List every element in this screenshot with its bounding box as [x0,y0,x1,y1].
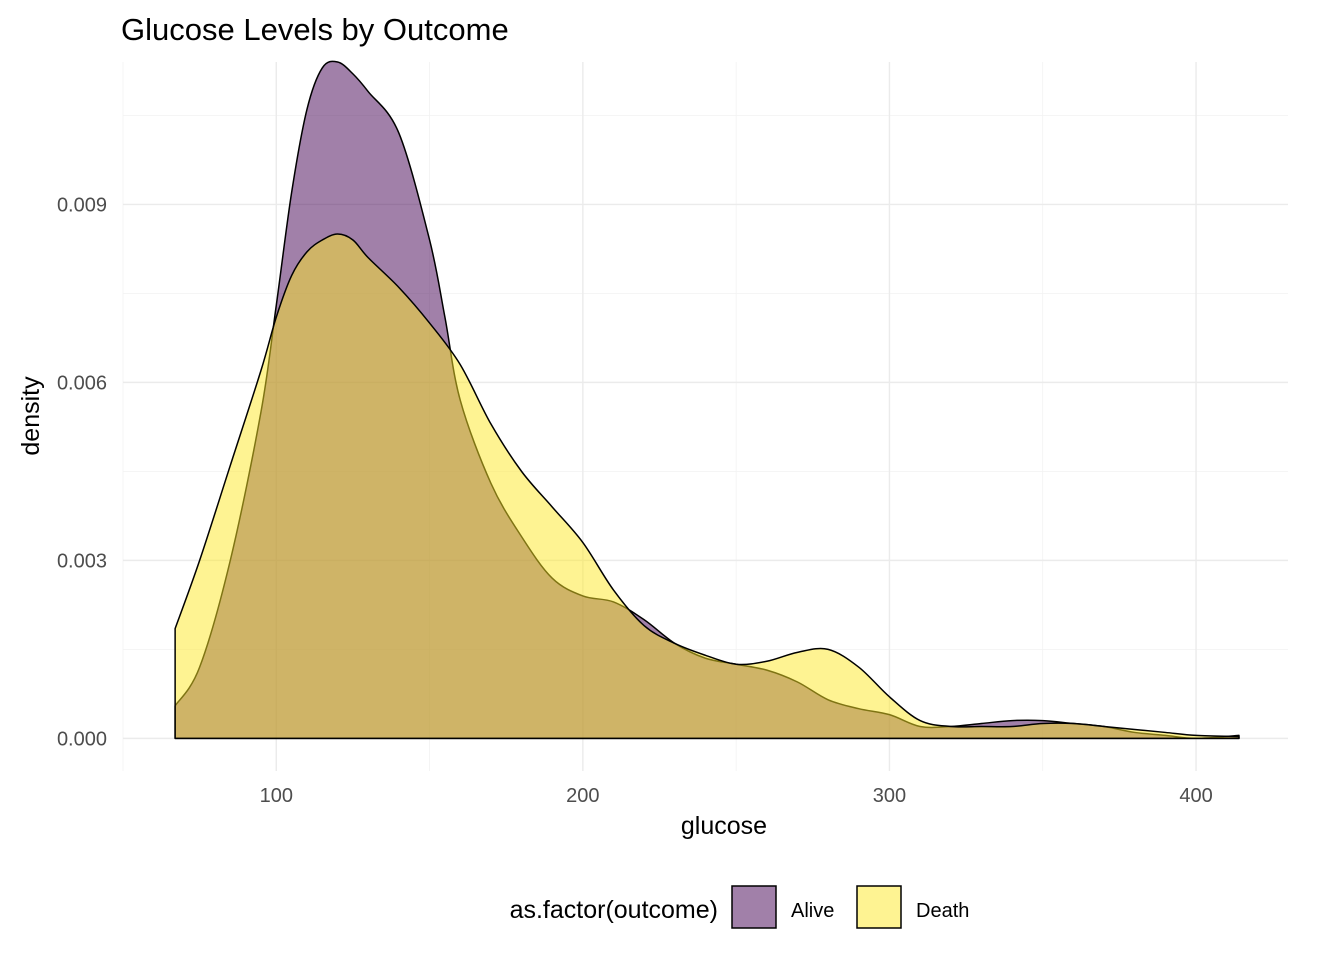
legend-key-death [856,885,902,929]
density-area-death [174,233,1240,740]
density-areas [174,60,1240,740]
legend: as.factor(outcome) Alive Death [510,885,969,929]
y-tick-label: 0.006 [57,372,107,394]
x-tick-label: 300 [873,785,906,807]
y-tick-label: 0.000 [57,728,107,750]
x-axis-title: glucose [681,812,767,840]
axes: 100 200 300 400 0.000 0.003 0.006 0.009 [57,194,1213,807]
x-tick-label: 100 [260,785,293,807]
y-tick-label: 0.003 [57,550,107,572]
x-tick-label: 200 [566,785,599,807]
y-tick-label: 0.009 [57,194,107,216]
x-tick-label: 400 [1179,785,1212,807]
y-axis-title: density [17,376,45,456]
legend-label-death: Death [916,900,969,922]
legend-label-alive: Alive [791,900,834,922]
chart-title: Glucose Levels by Outcome [121,12,509,47]
legend-key-alive [731,885,777,929]
legend-title: as.factor(outcome) [510,896,718,924]
